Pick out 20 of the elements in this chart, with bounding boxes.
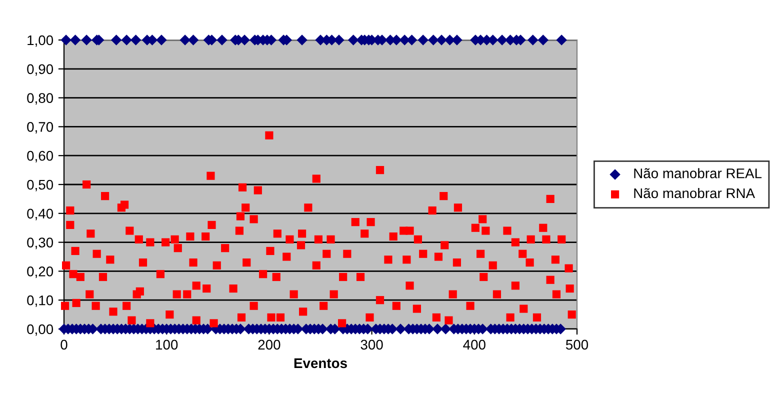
x-tick-label: 300 [360,340,383,350]
y-tick-label: 0,00 [27,324,54,336]
y-tick-label: 1,00 [28,35,54,47]
y-tick-label: 0,10 [27,295,54,307]
y-tick-label: 0,60 [27,150,54,162]
x-tick-label: 200 [258,340,280,350]
legend-label: Não manobrar REAL [634,168,762,178]
legend-label: Não manobrar RNA [634,188,756,198]
y-tick-label: 0,20 [27,266,54,278]
x-axis-title: Eventos [294,358,347,368]
y-tick-label: 0,80 [27,93,54,105]
y-tick-label: 0,30 [27,238,54,250]
x-tick-label: 0 [60,340,68,350]
x-tick-label: 400 [463,340,486,350]
y-tick-label: 0,90 [27,64,54,76]
y-tick-label: 0,40 [27,208,54,220]
x-tick-label: 500 [566,340,588,350]
y-tick-label: 0,70 [27,122,54,134]
x-tick-label: 100 [156,340,178,350]
y-tick-label: 0,50 [27,180,54,192]
